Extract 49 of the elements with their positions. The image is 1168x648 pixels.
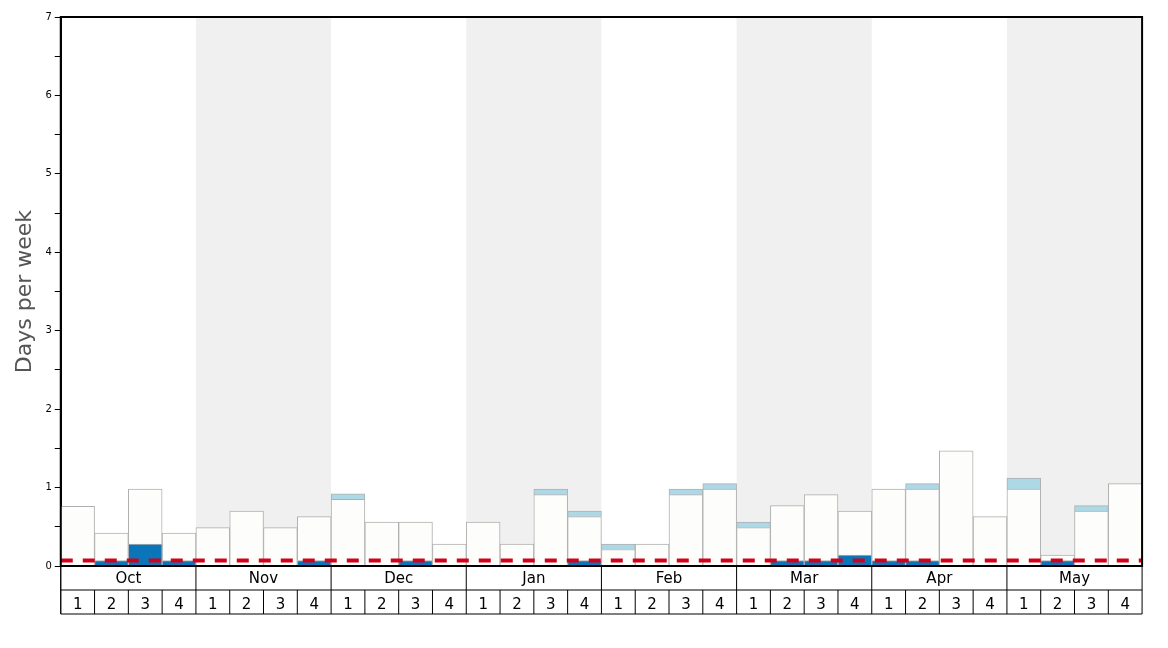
x-tick-label: 4 [579, 594, 590, 613]
y-tick-label: 1 [45, 481, 52, 493]
x-tick-label: 1 [208, 594, 218, 613]
x-tick-label: 4 [444, 594, 455, 613]
text: Dec [384, 568, 414, 587]
x-tick-label: 1 [478, 594, 488, 613]
x-tick-label: 4 [714, 594, 725, 613]
x-tick-label: 1 [613, 594, 624, 613]
x-tick-label: 2 [782, 594, 793, 613]
y-tick-label: 0 [45, 559, 52, 571]
x-tick-label: 2 [917, 594, 928, 613]
x-tick-label: 3 [140, 594, 151, 613]
x-tick-label: 3 [681, 594, 691, 613]
x-tick-label: 2 [106, 594, 117, 613]
y-tick-label: 7 [45, 10, 52, 22]
y-axis-title: Days per week [10, 209, 36, 374]
x-tick-label: 3 [816, 594, 826, 613]
text: Feb [655, 568, 683, 587]
x-tick-label: 4 [985, 594, 995, 613]
y-tick-label: 6 [45, 89, 52, 101]
x-tick-label: 3 [545, 594, 556, 613]
x-tick-label: 4 [1120, 594, 1130, 613]
text: Oct [115, 568, 142, 587]
text: Apr [926, 568, 954, 587]
x-tick-label: 2 [512, 594, 522, 613]
x-tick-label: 3 [1086, 594, 1097, 613]
text: Mar [790, 568, 820, 587]
y-tick-label: 3 [45, 324, 52, 336]
x-tick-label: 3 [951, 594, 962, 613]
x-tick-label: 4 [174, 594, 184, 613]
text: Nov [248, 568, 279, 587]
y-tick-label: 2 [45, 402, 52, 414]
x-tick-label: 2 [241, 594, 252, 613]
text: May [1059, 568, 1091, 587]
text: Jan [521, 568, 546, 587]
y-tick-label: 5 [45, 167, 52, 179]
x-tick-label: 4 [850, 594, 860, 613]
x-tick-label: 1 [72, 594, 83, 613]
x-tick-label: 4 [309, 594, 319, 613]
x-tick-label: 1 [883, 594, 894, 613]
x-tick-label: 1 [343, 594, 353, 613]
x-tick-label: 3 [410, 594, 421, 613]
x-tick-label: 2 [377, 594, 387, 613]
x-tick-label: 1 [1019, 594, 1029, 613]
y-tick-label: 4 [45, 245, 52, 257]
x-tick-label: 2 [647, 594, 657, 613]
x-tick-label: 2 [1052, 594, 1063, 613]
x-tick-label: 3 [275, 594, 286, 613]
x-tick-label: 1 [748, 594, 759, 613]
